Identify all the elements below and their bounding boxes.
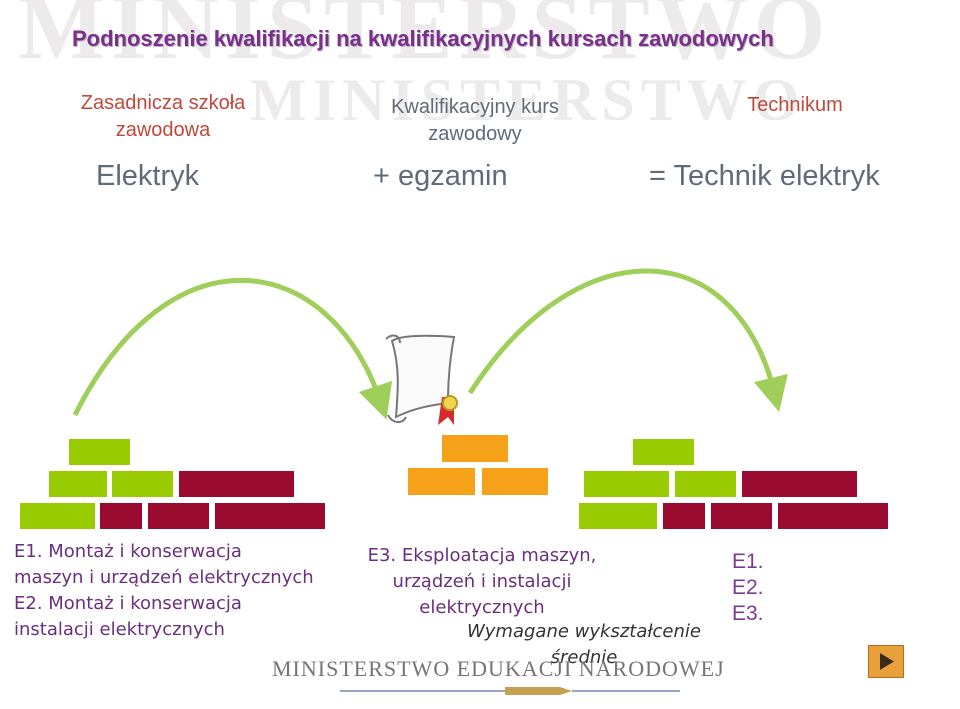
- brick-right-bot-4: [778, 503, 888, 529]
- watermark: MINISTERSTWO MINISTERSTWO: [0, 0, 960, 120]
- brick-right-top: [633, 439, 694, 465]
- brick-left-mid-2: [112, 471, 173, 497]
- brick-left-bot-3: [148, 503, 209, 529]
- play-next-icon: [880, 653, 894, 670]
- pencil-logo-icon: [340, 687, 680, 695]
- footer-logo-text: MINISTERSTWO EDUKACJI NARODOWEJ: [272, 656, 725, 681]
- page-title: Podnoszenie kwalifikacji na kwalifikacyj…: [72, 26, 774, 51]
- brick-mid-bot-2: [482, 468, 548, 495]
- qualification-line: elektrycznych: [419, 597, 545, 618]
- watermark-line-1: MINISTERSTWO: [18, 0, 832, 78]
- column-heading-kkz: Kwalifikacyjny kurs zawodowy: [391, 96, 559, 145]
- requirement-line: Wymagane wykształcenie: [466, 621, 701, 642]
- brick-right-bot-3: [711, 503, 772, 529]
- brick-right-bot-1: [579, 503, 657, 529]
- brick-right-mid-3: [742, 471, 857, 497]
- requirement-note: Wymagane wykształcenie średnie: [448, 619, 720, 671]
- diploma-scroll-icon: [385, 334, 458, 425]
- brick-left-bot-1: [20, 503, 95, 529]
- brick-left-bot-4: [215, 503, 325, 529]
- result-egzamin: + egzamin: [373, 160, 508, 192]
- right-codes: E1. E2. E3.: [732, 549, 764, 627]
- brick-left-top: [69, 439, 130, 465]
- qualification-line: maszyn i urządzeń elektrycznych: [14, 567, 314, 588]
- code-e1: E1.: [732, 550, 764, 573]
- left-qualifications: E1. Montaż i konserwacja maszyn i urządz…: [14, 539, 314, 643]
- qualification-line: instalacji elektrycznych: [14, 619, 225, 640]
- next-slide-button[interactable]: [868, 645, 904, 678]
- column-heading-technikum: Technikum: [747, 94, 843, 116]
- brick-right-mid-2: [675, 471, 736, 497]
- result-technik-elektryk: = Technik elektryk: [649, 160, 880, 192]
- brick-right-mid-1: [584, 471, 669, 497]
- code-e3: E3.: [732, 602, 764, 625]
- brick-mid-bot-1: [408, 468, 475, 495]
- brick-left-bot-2: [100, 503, 142, 529]
- brick-left-mid-1: [49, 471, 107, 497]
- qualification-line: E3. Eksploatacja maszyn,: [367, 545, 597, 566]
- column-heading-zsz: Zasadnicza szkoła zawodowa: [80, 92, 246, 141]
- brick-left-mid-3: [179, 471, 294, 497]
- middle-qualification: E3. Eksploatacja maszyn, urządzeń i inst…: [352, 543, 612, 621]
- brick-mid-top: [442, 435, 508, 462]
- qualification-line: E1. Montaż i konserwacja: [14, 541, 242, 562]
- code-e2: E2.: [732, 576, 764, 599]
- watermark-line-2: MINISTERSTWO: [250, 67, 806, 120]
- qualification-line: urządzeń i instalacji: [392, 571, 572, 592]
- brick-right-bot-2: [663, 503, 705, 529]
- qualification-line: E2. Montaż i konserwacja: [14, 593, 242, 614]
- requirement-line: średnie: [550, 647, 618, 668]
- result-elektryk: Elektryk: [96, 160, 200, 192]
